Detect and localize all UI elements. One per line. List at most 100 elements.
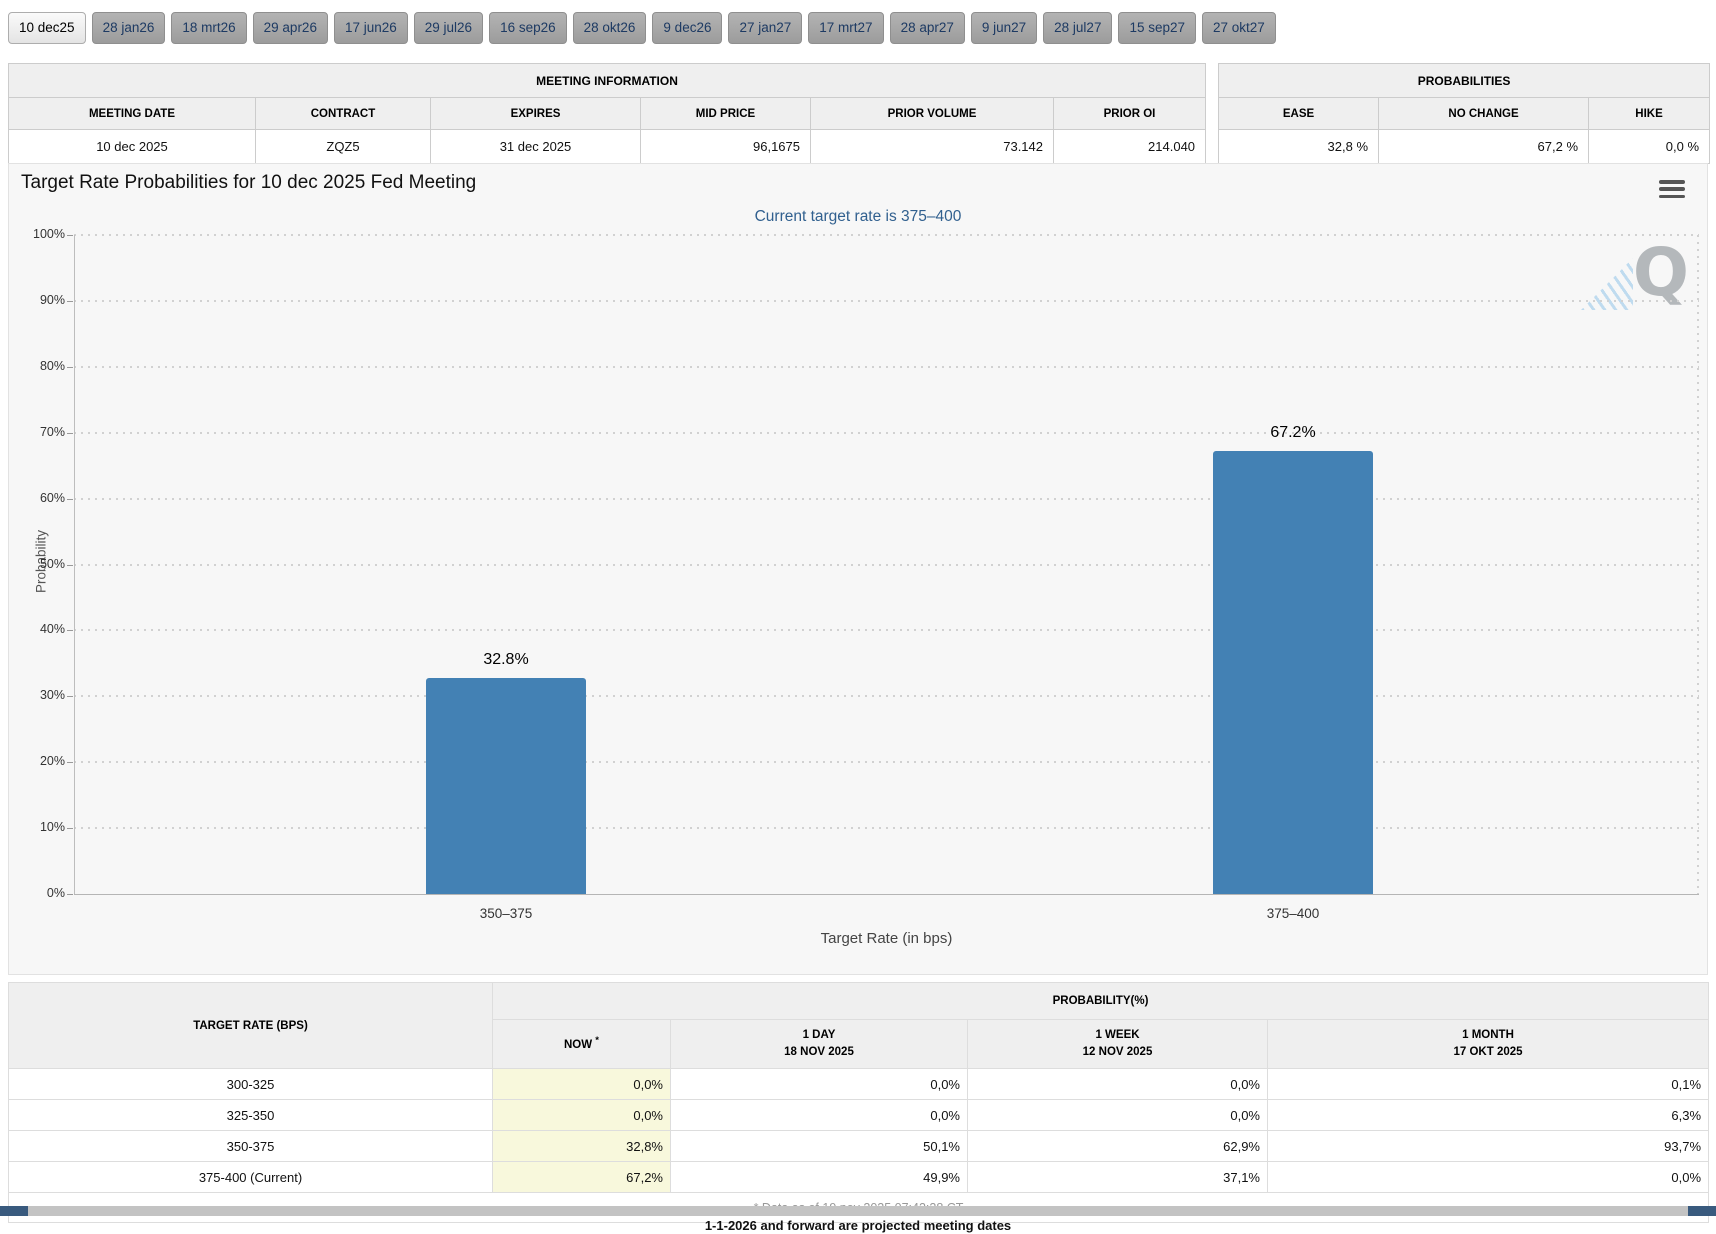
- one-week-probability-cell: 62,9%: [967, 1130, 1268, 1162]
- one-day-probability-cell: 0,0%: [670, 1068, 968, 1100]
- meeting-date-value: 10 dec 2025: [8, 129, 256, 164]
- tab-27-okt27[interactable]: 27 okt27: [1202, 12, 1276, 44]
- col-one-month: 1 MONTH 17 OKT 2025: [1266, 1019, 1710, 1069]
- one-week-probability-cell: 0,0%: [967, 1099, 1268, 1131]
- tab-28-jan26[interactable]: 28 jan26: [91, 12, 166, 44]
- y-tick-label-80: 80%: [39, 358, 65, 373]
- tab-16-sep26[interactable]: 16 sep26: [489, 12, 567, 44]
- y-tick-label-20: 20%: [39, 754, 65, 769]
- gridline-40: [74, 629, 1699, 632]
- col-one-week: 1 WEEK 12 NOV 2025: [967, 1019, 1268, 1069]
- gridline-100: [74, 234, 1699, 236]
- y-tick-label-10: 10%: [39, 820, 65, 835]
- meeting-tab-bar: 10 dec25 28 jan26 18 mrt26 29 apr26 17 jun26…: [8, 12, 1276, 44]
- col-hike: HIKE: [1588, 97, 1711, 130]
- target-rate-cell: 375-400 (Current): [8, 1161, 493, 1193]
- footer-note: 1-1-2026 and forward are projected meeti…: [704, 1218, 1012, 1233]
- col-mid-price: MID PRICE: [640, 97, 811, 130]
- chart-menu-button[interactable]: [1659, 178, 1685, 200]
- gridline-60: [74, 497, 1699, 500]
- tab-18-mrt26[interactable]: 18 mrt26: [171, 12, 247, 44]
- scrollbar-left-button[interactable]: [0, 1206, 28, 1216]
- y-axis-line: [74, 235, 75, 894]
- table-row: 375-400 (Current) 67,2% 49,9% 37,1% 0,0%: [8, 1161, 1710, 1193]
- chart-subtitle: Current target rate is 375–400: [754, 208, 962, 225]
- y-tick-60: [67, 498, 73, 500]
- x-axis-title: Target Rate (in bps): [820, 930, 953, 947]
- col-ease: EASE: [1218, 97, 1380, 130]
- quikstrike-watermark: Q: [1575, 240, 1695, 320]
- gridline-30: [74, 695, 1699, 698]
- now-probability-cell: 0,0%: [492, 1068, 671, 1100]
- col-now: NOW *: [492, 1019, 671, 1069]
- y-tick-70: [67, 432, 73, 434]
- x-axis-line: [74, 894, 1699, 895]
- tab-17-jun26[interactable]: 17 jun26: [333, 12, 408, 44]
- tab-10-dec25[interactable]: 10 dec25: [8, 12, 86, 44]
- ease-value: 32,8 %: [1218, 129, 1380, 164]
- tab-28-jul27[interactable]: 28 jul27: [1043, 12, 1113, 44]
- tab-17-mrt27[interactable]: 17 mrt27: [808, 12, 884, 44]
- chart-title: Target Rate Probabilities for 10 dec 202…: [21, 172, 477, 193]
- y-tick-0: [67, 894, 73, 895]
- tab-15-sep27[interactable]: 15 sep27: [1118, 12, 1197, 44]
- probabilities-title: PROBABILITIES: [1218, 63, 1711, 98]
- y-tick-20: [67, 762, 73, 764]
- tab-28-apr27[interactable]: 28 apr27: [889, 12, 965, 44]
- y-tick-label-40: 40%: [39, 622, 65, 637]
- probability-history-table: TARGET RATE (BPS) PROBABILITY(%) NOW * 1…: [7, 982, 1710, 1223]
- now-probability-cell: 0,0%: [492, 1099, 671, 1131]
- one-month-probability-cell: 93,7%: [1266, 1130, 1710, 1162]
- scrollbar-right-button[interactable]: [1688, 1206, 1716, 1216]
- one-day-probability-cell: 50,1%: [670, 1130, 968, 1162]
- target-rate-cell: 350-375: [8, 1130, 493, 1162]
- expires-value: 31 dec 2025: [430, 129, 641, 164]
- y-tick-label-60: 60%: [39, 490, 65, 505]
- x-tick-label: 350–375: [479, 906, 533, 921]
- now-probability-cell: 67,2%: [492, 1161, 671, 1193]
- watermark-q-icon: Q: [1632, 234, 1689, 311]
- col-meeting-date: MEETING DATE: [8, 97, 256, 130]
- y-tick-label-0: 0%: [46, 886, 65, 900]
- x-tick-label: 375–400: [1266, 906, 1320, 921]
- tab-27-jan27[interactable]: 27 jan27: [728, 12, 803, 44]
- col-prior-volume: PRIOR VOLUME: [810, 97, 1054, 130]
- gridline-50: [74, 563, 1699, 566]
- col-expires: EXPIRES: [430, 97, 641, 130]
- one-day-probability-cell: 0,0%: [670, 1099, 968, 1131]
- one-month-probability-cell: 6,3%: [1266, 1099, 1710, 1131]
- gridline-90: [74, 299, 1699, 302]
- y-tick-label-70: 70%: [39, 424, 65, 439]
- no-change-value: 67,2 %: [1378, 129, 1590, 164]
- tab-29-apr26[interactable]: 29 apr26: [252, 12, 328, 44]
- one-month-probability-cell: 0,1%: [1266, 1068, 1710, 1100]
- mid-price-value: 96,1675: [640, 129, 811, 164]
- table-row: 300-325 0,0% 0,0% 0,0% 0,1%: [8, 1068, 1710, 1100]
- gridline-70: [74, 431, 1699, 434]
- gridline-10: [74, 827, 1699, 830]
- probability-group-header: PROBABILITY(%): [491, 982, 1710, 1020]
- horizontal-scrollbar[interactable]: [0, 1206, 1716, 1216]
- corner-header: TARGET RATE (BPS): [8, 982, 493, 1069]
- table-row: 325-350 0,0% 0,0% 0,0% 6,3%: [8, 1099, 1710, 1131]
- tab-29-jul26[interactable]: 29 jul26: [413, 12, 484, 44]
- bar-value-label: 32.8%: [483, 650, 529, 668]
- bar-350–375[interactable]: [426, 677, 586, 894]
- bar-375–400[interactable]: [1213, 451, 1373, 894]
- col-one-day: 1 DAY 18 NOV 2025: [670, 1019, 968, 1069]
- target-rate-chart-panel: Target Rate Probabilities for 10 dec 202…: [8, 163, 1708, 975]
- table-row: 350-375 32,8% 50,1% 62,9% 93,7%: [8, 1130, 1710, 1162]
- one-month-probability-cell: 0,0%: [1266, 1161, 1710, 1193]
- tab-28-okt26[interactable]: 28 okt26: [572, 12, 647, 44]
- gridline-20: [74, 761, 1699, 764]
- tab-9-dec26[interactable]: 9 dec26: [652, 12, 723, 44]
- prior-oi-value: 214.040: [1052, 129, 1207, 164]
- one-week-probability-cell: 37,1%: [967, 1161, 1268, 1193]
- tab-9-jun27[interactable]: 9 jun27: [970, 12, 1038, 44]
- gridline-80: [74, 365, 1699, 368]
- col-no-change: NO CHANGE: [1378, 97, 1590, 130]
- one-week-probability-cell: 0,0%: [967, 1068, 1268, 1100]
- contract-value: ZQZ5: [255, 129, 431, 164]
- now-probability-cell: 32,8%: [492, 1130, 671, 1162]
- y-tick-label-90: 90%: [39, 292, 65, 307]
